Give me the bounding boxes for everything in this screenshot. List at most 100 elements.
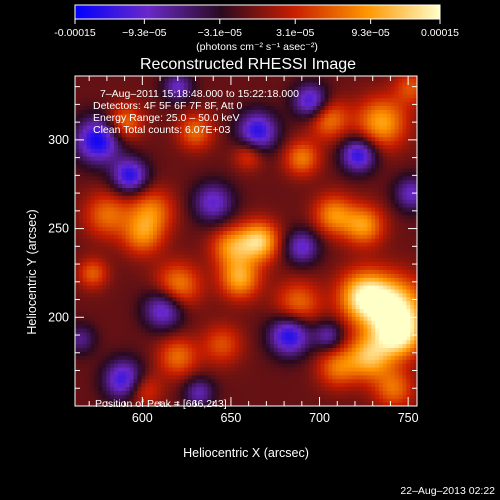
heatmap-cell <box>98 257 103 263</box>
heatmap-cell <box>328 210 333 216</box>
heatmap-cell <box>324 277 329 282</box>
heatmap-cell <box>176 234 181 239</box>
heatmap-cell <box>308 214 314 220</box>
heatmap-cell <box>340 378 345 384</box>
heatmap-cell <box>293 261 298 267</box>
heatmap-cell <box>203 312 209 317</box>
heatmap-cell <box>379 269 384 274</box>
heatmap-cell <box>121 347 127 352</box>
heatmap-cell <box>269 206 275 212</box>
heatmap-cell <box>102 261 107 267</box>
heatmap-cell <box>285 242 291 247</box>
heatmap-cell <box>168 273 174 278</box>
heatmap-cell <box>219 226 224 231</box>
heatmap-cell <box>371 218 376 224</box>
heatmap-cell <box>156 203 162 208</box>
heatmap-cell <box>363 214 368 220</box>
heatmap-cell <box>215 327 220 333</box>
heatmap-cell <box>172 265 177 270</box>
heatmap-cell <box>340 312 345 317</box>
heatmap-cell <box>234 238 240 243</box>
heatmap-cell <box>312 402 318 406</box>
heatmap-cell <box>390 370 396 376</box>
heatmap-cell <box>308 230 314 235</box>
heatmap-cell <box>308 234 314 239</box>
heatmap-cell <box>125 242 131 247</box>
heatmap-cell <box>285 222 291 228</box>
heatmap-cell <box>379 265 384 270</box>
heatmap-cell <box>266 273 271 278</box>
heatmap-cell <box>145 218 150 224</box>
heatmap-cell <box>98 320 103 325</box>
heatmap-cell <box>180 273 185 278</box>
heatmap-cell <box>297 242 302 247</box>
heatmap-cell <box>180 183 185 188</box>
heatmap-cell <box>312 390 318 395</box>
heatmap-cell <box>316 242 322 247</box>
heatmap-cell <box>78 363 84 368</box>
heatmap-cell <box>375 304 380 309</box>
heatmap-cell <box>164 331 170 337</box>
heatmap-cell <box>149 394 154 399</box>
heatmap-cell <box>316 308 322 313</box>
heatmap-cell <box>289 206 294 212</box>
heatmap-cell <box>94 226 99 231</box>
heatmap-cell <box>269 402 275 406</box>
heatmap-cell <box>262 281 267 286</box>
heatmap-cell <box>234 390 240 395</box>
heatmap-cell <box>273 335 279 341</box>
heatmap-cell <box>215 210 220 216</box>
heatmap-cell <box>180 370 185 376</box>
heatmap-cell <box>110 394 115 399</box>
heatmap-cell <box>332 222 337 228</box>
heatmap-cell <box>301 296 306 302</box>
heatmap-cell <box>343 316 349 321</box>
heatmap-cell <box>398 214 404 220</box>
heatmap-cell <box>199 402 205 406</box>
heatmap-cell <box>227 277 232 282</box>
heatmap-cell <box>223 398 228 403</box>
heatmap-cell <box>266 327 271 333</box>
heatmap-cell <box>203 351 209 356</box>
heatmap-cell <box>172 324 177 329</box>
heatmap-cell <box>141 214 146 220</box>
heatmap-cell <box>246 273 252 278</box>
heatmap-cell <box>137 187 142 192</box>
heatmap-cell <box>250 281 255 286</box>
heatmap-cell <box>141 203 146 208</box>
heatmap-cell <box>308 249 314 255</box>
heatmap-cell <box>223 339 228 345</box>
heatmap-cell <box>305 304 310 309</box>
heatmap-cell <box>219 402 224 406</box>
heatmap-cell <box>371 195 376 200</box>
heatmap-cell <box>94 296 99 302</box>
heatmap-cell <box>110 245 115 251</box>
heatmap-cell <box>379 187 384 192</box>
heatmap-cell <box>402 203 407 208</box>
heatmap-cell <box>207 203 213 208</box>
heatmap-cell <box>289 394 294 399</box>
heatmap-cell <box>289 331 294 337</box>
heatmap-cell <box>86 214 92 220</box>
heatmap-cell <box>113 300 119 306</box>
heatmap-cell <box>121 257 127 263</box>
heatmap-cell <box>269 261 275 267</box>
heatmap-cell <box>351 230 357 235</box>
heatmap-cell <box>258 281 263 286</box>
heatmap-cell <box>98 402 103 406</box>
heatmap-cell <box>258 210 263 216</box>
heatmap-cell <box>195 257 201 263</box>
heatmap-cell <box>297 206 302 212</box>
heatmap-cell <box>172 288 177 294</box>
heatmap-cell <box>152 218 158 224</box>
heatmap-cell <box>110 355 115 360</box>
heatmap-cell <box>289 195 294 200</box>
heatmap-cell <box>363 331 368 337</box>
heatmap-cell <box>347 351 353 356</box>
heatmap-cell <box>410 288 415 294</box>
heatmap-cell <box>351 187 357 192</box>
heatmap-cell <box>414 308 417 313</box>
heatmap-cell <box>168 339 174 345</box>
heatmap-cell <box>343 382 349 388</box>
heatmap-cell <box>82 378 88 384</box>
